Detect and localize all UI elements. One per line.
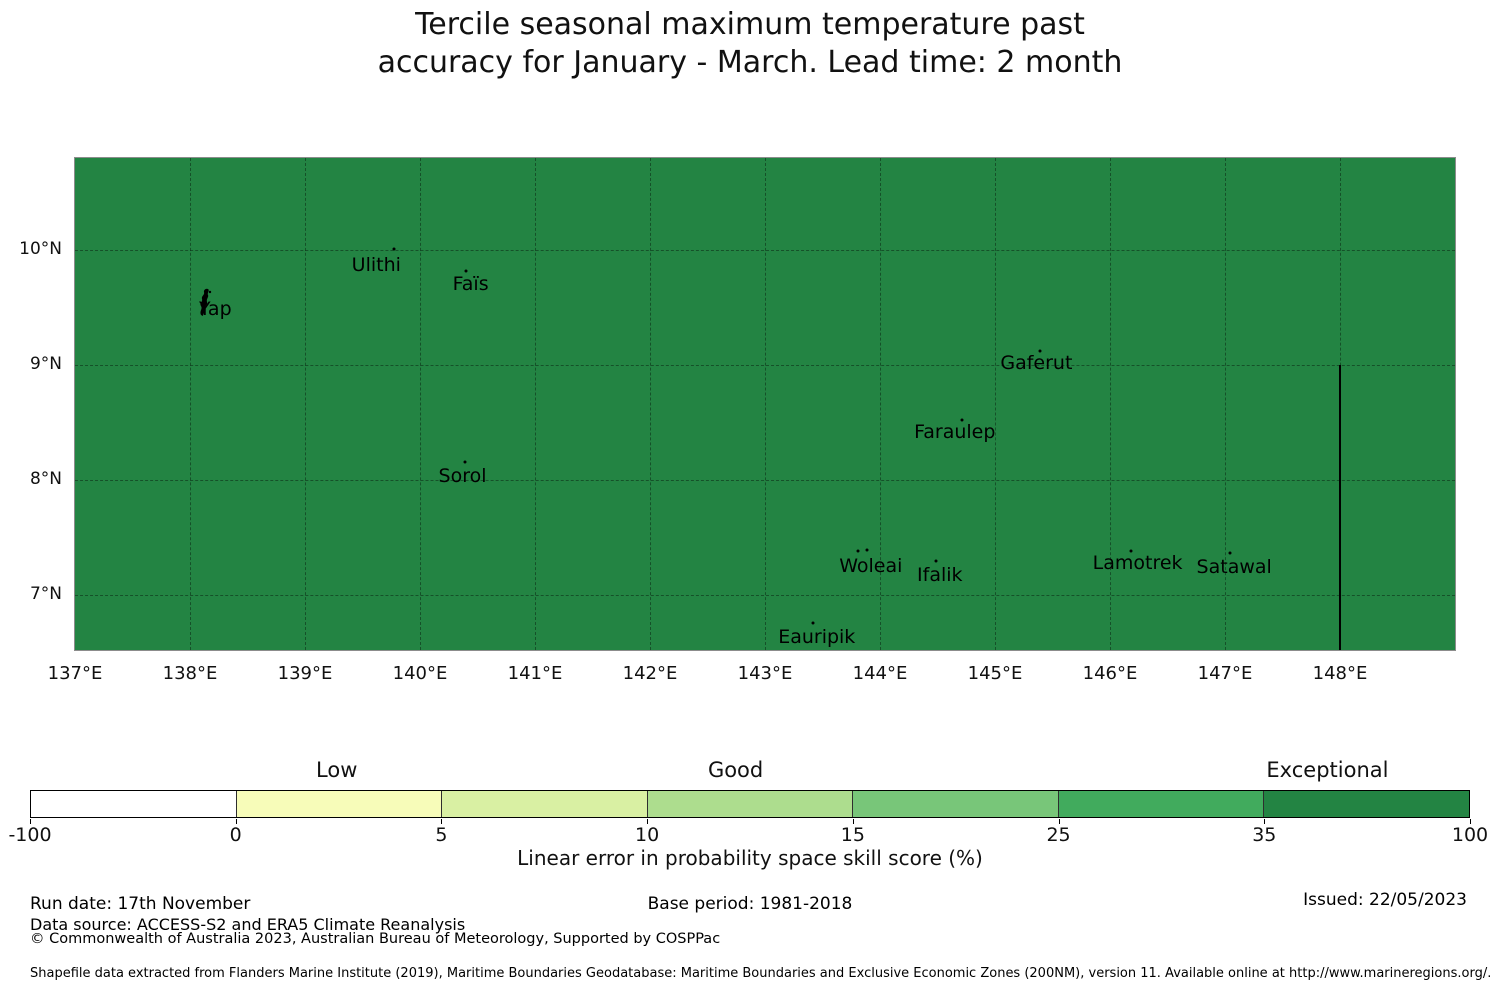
map-gridline-horizontal: [75, 364, 1455, 366]
x-tick-label: 138°E: [162, 663, 218, 684]
x-tick-label: 146°E: [1082, 663, 1138, 684]
colorbar-tick: [647, 819, 649, 824]
x-tick-label: 141°E: [507, 663, 563, 684]
map-gridline-vertical: [650, 158, 651, 650]
x-tick-label: 139°E: [277, 663, 333, 684]
island-dot: [960, 418, 964, 422]
island-dot: [1129, 549, 1133, 553]
colorbar-tick-label: 10: [635, 824, 660, 846]
island-label: Lamotrek: [1092, 551, 1183, 574]
colorbar-tick-label: -100: [8, 824, 52, 846]
colorbar-segment: [1263, 791, 1470, 817]
x-tick-label: 140°E: [392, 663, 448, 684]
figure-title: Tercile seasonal maximum temperature pas…: [0, 6, 1500, 82]
island-label: Satawal: [1196, 556, 1272, 579]
issued-date-text: Issued: 22/05/2023: [1303, 890, 1467, 910]
y-tick-label: 10°N: [19, 238, 62, 259]
colorbar-tick-label: 0: [229, 824, 242, 846]
map-gridline-vertical: [1225, 158, 1226, 650]
x-tick-label: 137°E: [47, 663, 103, 684]
figure-title-line-1: Tercile seasonal maximum temperature pas…: [415, 7, 1085, 42]
island-label: Ifalik: [917, 564, 963, 587]
map-gridline-horizontal: [75, 249, 1455, 251]
island-label: Eauripik: [778, 626, 856, 649]
colorbar-tick-label: 5: [435, 824, 448, 846]
y-tick-label: 9°N: [29, 353, 62, 374]
colorbar-tick-label: 15: [840, 824, 865, 846]
island-dot: [856, 549, 860, 553]
map-gridline-vertical: [420, 158, 421, 650]
map-gridline-vertical: [1110, 158, 1111, 650]
colorbar-category-label: Exceptional: [1266, 758, 1389, 782]
colorbar-tick: [1058, 819, 1060, 824]
map-area: Yap Ulithi Faïs Sorol Gaferut Faraulep Woleai I…: [74, 157, 1456, 651]
x-tick-label: 144°E: [852, 663, 908, 684]
colorbar-tick: [1264, 819, 1266, 824]
base-period-text: Base period: 1981-2018: [647, 894, 853, 914]
x-tick-label: 148°E: [1312, 663, 1368, 684]
colorbar-tick-label: 100: [1451, 824, 1489, 846]
island-dot: [392, 247, 396, 251]
colorbar-tick: [852, 819, 854, 824]
shapefile-note-text: Shapefile data extracted from Flanders M…: [30, 966, 1492, 981]
island-dot: [811, 621, 815, 625]
island-label: Faïs: [452, 273, 489, 296]
y-tick-label: 7°N: [29, 583, 62, 604]
island-dot: [1038, 349, 1042, 353]
map-gridline-vertical: [190, 158, 191, 650]
colorbar-segment: [646, 791, 853, 817]
x-tick-label: 147°E: [1197, 663, 1253, 684]
island-label: Woleai: [839, 555, 903, 578]
colorbar-tick: [1470, 819, 1471, 824]
map-gridline-vertical: [995, 158, 996, 650]
island-label: Faraulep: [914, 420, 996, 443]
colorbar-segment: [441, 791, 647, 817]
island-dot: [934, 559, 938, 563]
x-tick-label: 142°E: [622, 663, 678, 684]
eez-boundary-line: [1339, 364, 1341, 650]
colorbar-tick: [30, 819, 31, 824]
figure-title-line-2: accuracy for January - March. Lead time:…: [377, 45, 1123, 80]
island-dot: [865, 548, 869, 552]
island-dot: [464, 269, 468, 273]
map-gridline-vertical: [880, 158, 881, 650]
colorbar-segment: [1057, 791, 1264, 817]
data-source-text: Data source: ACCESS-S2 and ERA5 Climate …: [30, 915, 466, 934]
x-tick-label: 145°E: [967, 663, 1023, 684]
colorbar-segment: [31, 791, 236, 817]
colorbar: [30, 790, 1470, 818]
colorbar-tick-label: 25: [1046, 824, 1071, 846]
map-gridline-vertical: [535, 158, 536, 650]
x-tick-label: 143°E: [737, 663, 793, 684]
colorbar-axis-label: Linear error in probability space skill …: [517, 846, 983, 870]
copyright-text: © Commonwealth of Australia 2023, Austra…: [30, 931, 721, 947]
colorbar-tick-label: 35: [1252, 824, 1277, 846]
map-gridline-vertical: [765, 158, 766, 650]
y-tick-label: 8°N: [29, 468, 62, 489]
colorbar-segment: [852, 791, 1058, 817]
colorbar-segment: [235, 791, 442, 817]
colorbar-category-label: Good: [707, 758, 764, 782]
map-gridline-vertical: [305, 158, 306, 650]
map-gridline-horizontal: [75, 594, 1455, 596]
yap-island-outline: [191, 287, 215, 317]
colorbar-tick: [441, 819, 443, 824]
island-dot: [463, 460, 467, 464]
island-label: Ulithi: [351, 253, 401, 276]
island-label: Sorol: [438, 465, 487, 488]
run-date-text: Run date: 17th November: [30, 894, 251, 914]
island-dot: [1228, 551, 1232, 555]
map-gridline-horizontal: [75, 479, 1455, 481]
colorbar-category-label: Low: [316, 758, 358, 782]
island-label: Gaferut: [1000, 351, 1073, 374]
colorbar-tick: [235, 819, 237, 824]
